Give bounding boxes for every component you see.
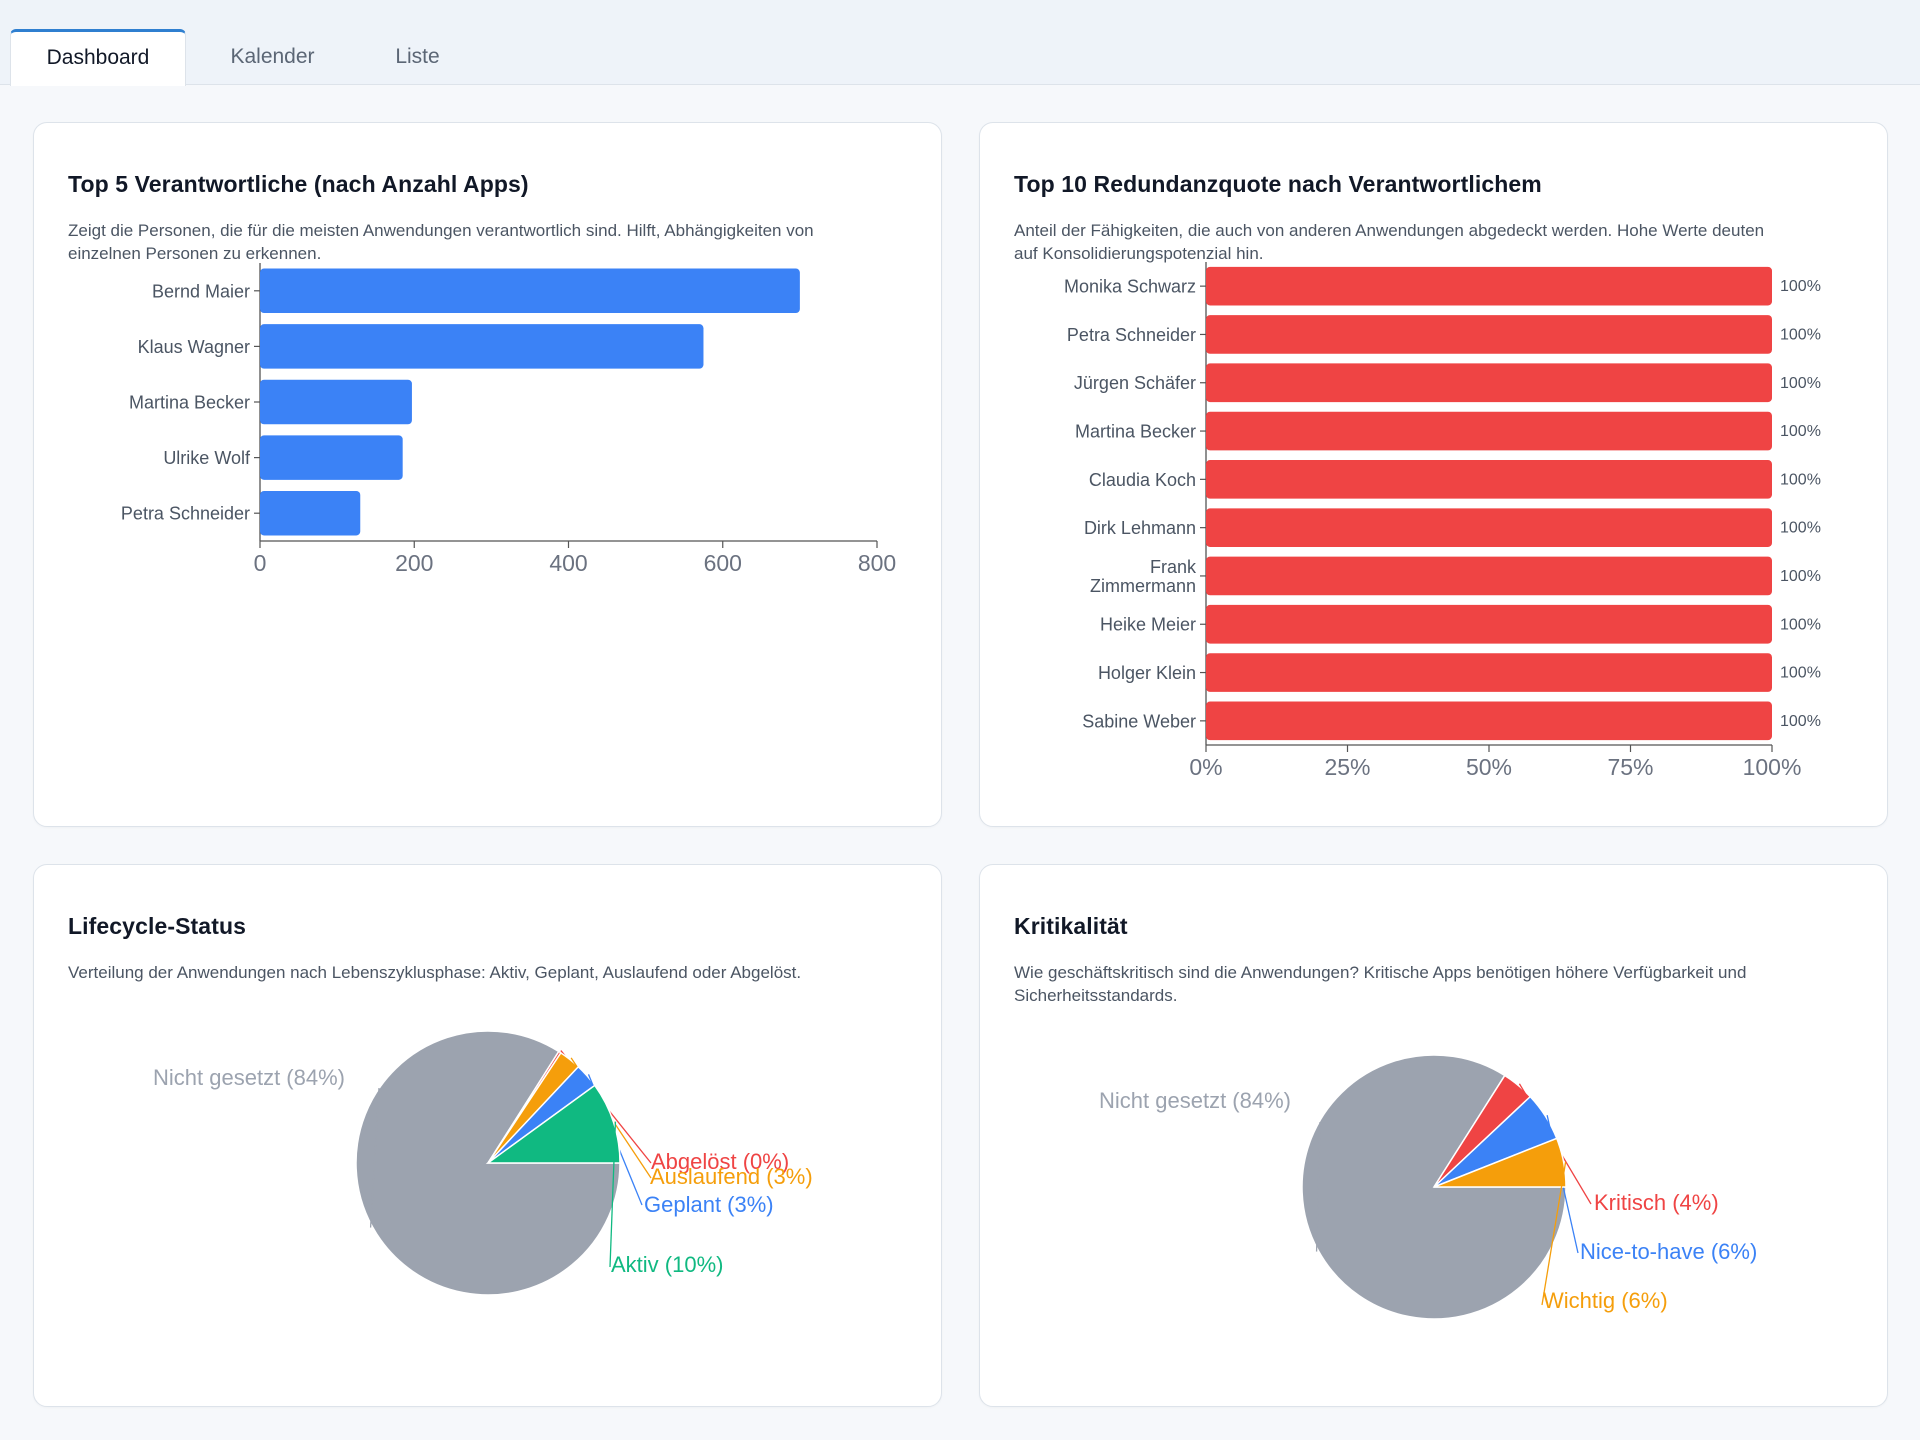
pie-slice <box>485 1084 621 1164</box>
bar <box>260 324 704 369</box>
card-description: Anteil der Fähigkeiten, die auch von and… <box>1014 219 1764 265</box>
pie-slice <box>1433 1137 1567 1188</box>
y-tick-label: Frank Zimmermann <box>1090 557 1197 596</box>
pie-label: Kritisch (4%) <box>1594 1190 1719 1215</box>
x-tick-label: 0% <box>1189 754 1222 780</box>
tab-liste[interactable]: Liste <box>395 45 440 68</box>
data-label: 100% <box>1780 568 1821 585</box>
card-title: Kritikalität <box>1014 913 1128 939</box>
data-label: 100% <box>1780 713 1821 730</box>
y-tick-label: Jürgen Schäfer <box>1074 373 1196 393</box>
card-title: Top 5 Verantwortliche (nach Anzahl Apps) <box>68 171 529 197</box>
y-tick-label: Monika Schwarz <box>1064 277 1196 297</box>
pie-label: Wichtig (6%) <box>1543 1288 1668 1313</box>
y-tick-label: Claudia Koch <box>1089 470 1196 490</box>
bar <box>1206 315 1772 354</box>
leader-line <box>1541 1161 1567 1306</box>
bar <box>1206 266 1772 306</box>
card-title: Lifecycle-Status <box>68 913 246 939</box>
data-label: 100% <box>1780 471 1821 488</box>
top5-bar-chart: Bernd Maier Klaus Wagner Martina Becker Ulr… <box>121 263 896 576</box>
card-description-line: einzelnen Personen zu erkennen. <box>68 244 322 263</box>
leader-line <box>609 1121 617 1268</box>
tab-dashboard[interactable]: Dashboard <box>10 29 186 86</box>
card-top5-verantwortliche: Top 5 Verantwortliche (nach Anzahl Apps)… <box>33 122 942 827</box>
tab-bar: Dashboard Kalender Liste <box>0 0 1920 86</box>
y-tick-label: Sabine Weber <box>1082 711 1196 731</box>
card-redundanzquote: Top 10 Redundanzquote nach Verantwortlic… <box>979 122 1888 827</box>
card-description-line: Verteilung der Anwendungen nach Lebenszy… <box>68 963 802 982</box>
bar <box>1206 604 1772 644</box>
card-title: Top 10 Redundanzquote nach Verantwortlic… <box>1014 171 1542 197</box>
kritikalitaet-pie-chart: Nicht gesetzt (84%) Kritisch (4%) Nice-to-… <box>1099 1054 1757 1320</box>
redundanz-bar-chart: Monika Schwarz 100% Petra Schneider 100% Jür… <box>1064 262 1821 780</box>
pie-label: Nicht gesetzt (84%) <box>1099 1088 1291 1113</box>
bar <box>1206 363 1772 403</box>
leader-line <box>1315 1121 1321 1252</box>
pie-label: Auslaufend (3%) <box>650 1164 813 1189</box>
data-label: 100% <box>1780 616 1821 633</box>
card-description: Verteilung der Anwendungen nach Lebenszy… <box>68 961 801 984</box>
data-label: 100% <box>1780 375 1821 392</box>
pie-label: Geplant (3%) <box>644 1192 774 1217</box>
data-label: 100% <box>1780 326 1821 343</box>
y-tick-label: Dirk Lehmann <box>1084 518 1196 538</box>
y-tick-label: Petra Schneider <box>121 504 250 524</box>
pie-slice <box>355 1030 621 1296</box>
pie-label: Aktiv (10%) <box>611 1252 723 1277</box>
x-tick-label: 25% <box>1324 754 1370 780</box>
bar <box>1206 411 1772 451</box>
bar <box>260 490 361 536</box>
data-label: 100% <box>1780 665 1821 682</box>
bar <box>1206 653 1772 692</box>
x-tick-label: 800 <box>858 550 896 576</box>
card-description: Wie geschäftskritisch sind die Anwendung… <box>1014 961 1746 1007</box>
y-tick-label: Martina Becker <box>1075 422 1196 442</box>
bar <box>1206 508 1772 547</box>
pie-label: Abgelöst (0%) <box>651 1149 789 1174</box>
card-description-line: Sicherheitsstandards. <box>1014 986 1178 1005</box>
x-tick-label: 400 <box>549 550 587 576</box>
bar <box>1206 701 1772 741</box>
x-tick-label: 200 <box>395 550 433 576</box>
y-tick-label: Klaus Wagner <box>138 337 250 357</box>
y-tick-label: Petra Schneider <box>1067 325 1196 345</box>
y-tick-label: Martina Becker <box>129 392 250 412</box>
pie-slice <box>1301 1054 1567 1320</box>
card-description-line: auf Konsolidierungspotenzial hin. <box>1014 244 1264 263</box>
data-label: 100% <box>1780 423 1821 440</box>
x-tick-label: 75% <box>1607 754 1653 780</box>
y-tick-label: Heike Meier <box>1100 615 1196 635</box>
tab-kalender[interactable]: Kalender <box>230 45 315 68</box>
bar <box>260 268 800 314</box>
card-description-line: Anteil der Fähigkeiten, die auch von and… <box>1014 221 1765 240</box>
lifecycle-pie-chart: Nicht gesetzt (84%) Abgelöst (0%)Auslaufe… <box>153 1030 813 1296</box>
bar <box>1206 556 1772 596</box>
x-tick-label: 0 <box>254 550 267 576</box>
pie-label: Nice-to-have (6%) <box>1580 1239 1757 1264</box>
x-tick-label: 100% <box>1743 754 1802 780</box>
card-description-line: Wie geschäftskritisch sind die Anwendung… <box>1014 963 1747 982</box>
bar <box>260 435 403 480</box>
y-tick-label: Ulrike Wolf <box>163 448 251 468</box>
leader-line <box>369 1087 380 1228</box>
x-tick-label: 50% <box>1466 754 1512 780</box>
data-label: 100% <box>1780 278 1821 295</box>
card-description: Zeigt die Personen, die für die meisten … <box>68 219 814 265</box>
bar <box>260 379 412 425</box>
card-lifecycle-status: Lifecycle-Status Verteilung der Anwendun… <box>33 864 942 1407</box>
data-label: 100% <box>1780 520 1821 537</box>
y-tick-label: Holger Klein <box>1098 663 1196 683</box>
card-description-line: Zeigt die Personen, die für die meisten … <box>68 221 814 240</box>
x-tick-label: 600 <box>704 550 742 576</box>
pie-label: Nicht gesetzt (84%) <box>153 1065 345 1090</box>
bar <box>1206 460 1772 499</box>
card-kritikalitaet: Kritikalität Wie geschäftskritisch sind … <box>979 864 1888 1407</box>
y-tick-label: Bernd Maier <box>152 281 250 301</box>
